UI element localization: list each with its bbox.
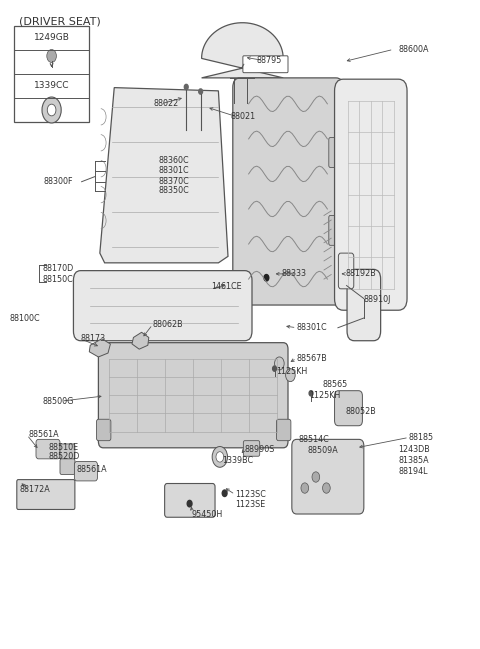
FancyBboxPatch shape <box>74 461 97 481</box>
Text: 88561A: 88561A <box>77 465 108 474</box>
Text: 88021: 88021 <box>230 112 255 121</box>
Text: 88062B: 88062B <box>153 320 183 329</box>
FancyBboxPatch shape <box>276 419 291 441</box>
Circle shape <box>216 452 224 462</box>
Text: 88500G: 88500G <box>42 397 73 406</box>
FancyBboxPatch shape <box>98 343 288 448</box>
Polygon shape <box>202 23 283 78</box>
Text: 95450H: 95450H <box>192 509 223 519</box>
Text: 88510E: 88510E <box>49 443 79 452</box>
Text: 88192B: 88192B <box>346 269 376 278</box>
Text: 81385A: 81385A <box>398 456 429 465</box>
Text: 1125KH: 1125KH <box>309 391 340 400</box>
Polygon shape <box>89 339 110 357</box>
Circle shape <box>301 483 309 493</box>
Circle shape <box>286 369 295 382</box>
Text: 1339CC: 1339CC <box>34 82 69 90</box>
FancyBboxPatch shape <box>36 439 60 459</box>
Circle shape <box>312 472 320 482</box>
FancyBboxPatch shape <box>329 138 341 167</box>
FancyBboxPatch shape <box>243 441 260 456</box>
Text: 1339BC: 1339BC <box>222 456 253 465</box>
Text: 88370C: 88370C <box>158 177 189 186</box>
Text: (DRIVER SEAT): (DRIVER SEAT) <box>19 16 101 26</box>
Polygon shape <box>132 332 149 349</box>
FancyBboxPatch shape <box>60 444 75 459</box>
FancyBboxPatch shape <box>335 79 407 310</box>
Text: 88022: 88022 <box>154 99 179 108</box>
FancyBboxPatch shape <box>338 253 354 289</box>
FancyBboxPatch shape <box>243 56 288 73</box>
Text: 88185: 88185 <box>409 433 434 442</box>
Text: 88194L: 88194L <box>398 467 428 476</box>
Text: 88910J: 88910J <box>364 295 391 304</box>
Circle shape <box>47 49 57 62</box>
Circle shape <box>275 357 284 370</box>
Text: 88150C: 88150C <box>42 275 73 284</box>
Text: 88350C: 88350C <box>158 186 189 195</box>
Text: 88567B: 88567B <box>297 354 327 363</box>
Text: 88561A: 88561A <box>29 430 60 439</box>
Text: 88520D: 88520D <box>49 452 80 461</box>
Text: 1123SE: 1123SE <box>235 500 265 509</box>
Text: 88170D: 88170D <box>42 264 73 273</box>
FancyBboxPatch shape <box>60 459 75 474</box>
Text: 1125KH: 1125KH <box>276 367 308 376</box>
Circle shape <box>273 366 276 371</box>
Text: 88565: 88565 <box>323 380 348 389</box>
Text: 88514C: 88514C <box>299 435 329 444</box>
FancyBboxPatch shape <box>17 480 75 509</box>
Text: 88333: 88333 <box>281 269 306 278</box>
Text: 1123SC: 1123SC <box>235 490 266 499</box>
Text: 88301C: 88301C <box>158 166 189 175</box>
Text: 1461CE: 1461CE <box>211 282 242 291</box>
Text: 88509A: 88509A <box>307 446 338 455</box>
Circle shape <box>264 275 269 281</box>
FancyBboxPatch shape <box>347 269 381 341</box>
Circle shape <box>309 391 313 396</box>
Text: 88300F: 88300F <box>43 177 72 186</box>
Circle shape <box>42 97 61 123</box>
Text: 88301C: 88301C <box>297 323 327 332</box>
FancyBboxPatch shape <box>165 484 215 517</box>
Text: 88100C: 88100C <box>10 313 40 323</box>
Text: 88052B: 88052B <box>346 407 376 416</box>
FancyBboxPatch shape <box>335 391 362 426</box>
Text: 1243DB: 1243DB <box>398 445 430 454</box>
Text: 88360C: 88360C <box>158 156 189 165</box>
Text: 88600A: 88600A <box>398 45 429 54</box>
Circle shape <box>47 104 56 116</box>
Circle shape <box>323 483 330 493</box>
Text: 88172A: 88172A <box>19 485 50 494</box>
FancyBboxPatch shape <box>292 439 364 514</box>
FancyBboxPatch shape <box>96 419 111 441</box>
Text: 88795: 88795 <box>257 56 282 65</box>
Circle shape <box>187 500 192 507</box>
Text: 1249GB: 1249GB <box>34 34 70 42</box>
FancyBboxPatch shape <box>73 271 252 341</box>
FancyBboxPatch shape <box>329 215 341 245</box>
Text: 88990S: 88990S <box>245 445 275 454</box>
FancyBboxPatch shape <box>233 78 343 305</box>
Bar <box>14 26 89 122</box>
Circle shape <box>212 447 228 467</box>
Circle shape <box>222 490 227 496</box>
Circle shape <box>184 84 188 90</box>
Circle shape <box>199 89 203 94</box>
Text: 88173: 88173 <box>81 334 106 343</box>
Polygon shape <box>100 88 228 263</box>
